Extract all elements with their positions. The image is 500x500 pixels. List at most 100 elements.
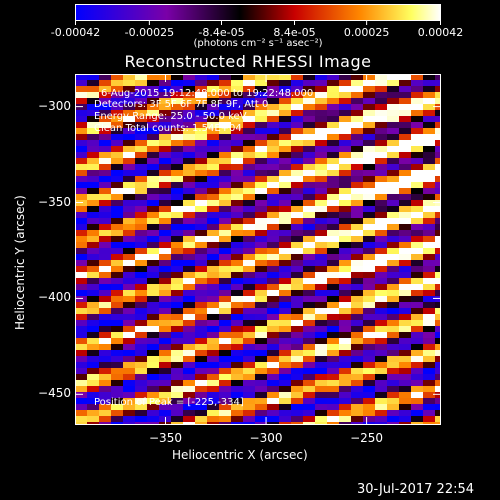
heatmap-cell <box>87 188 100 195</box>
heatmap-cell <box>387 158 400 165</box>
heatmap-cell <box>99 392 112 399</box>
heatmap-cell <box>363 242 376 249</box>
heatmap-cell <box>171 188 184 195</box>
heatmap-cell <box>291 338 304 345</box>
heatmap-cell <box>291 80 304 87</box>
heatmap-cell <box>327 242 340 249</box>
heatmap-cell <box>195 74 208 81</box>
heatmap-cell <box>423 284 436 291</box>
heatmap-cell <box>75 344 88 351</box>
heatmap-cell <box>147 134 160 141</box>
heatmap-cell <box>159 92 172 99</box>
heatmap-cell <box>183 206 196 213</box>
heatmap-cell <box>159 182 172 189</box>
heatmap-cell <box>195 80 208 87</box>
heatmap-cell <box>111 332 124 339</box>
heatmap-cell <box>375 194 388 201</box>
heatmap-cell <box>123 404 136 411</box>
heatmap-cell <box>303 278 316 285</box>
heatmap-cell <box>339 236 352 243</box>
heatmap-cell <box>75 74 88 81</box>
heatmap-cell <box>195 92 208 99</box>
heatmap-cell <box>279 380 292 387</box>
heatmap-cell <box>171 248 184 255</box>
heatmap-cell <box>303 404 316 411</box>
heatmap-cell <box>363 74 376 81</box>
heatmap-cell <box>291 422 304 425</box>
heatmap-cell <box>423 320 436 327</box>
heatmap-cell <box>99 86 112 93</box>
heatmap-cell <box>159 266 172 273</box>
heatmap-cell <box>267 320 280 327</box>
heatmap-cell <box>243 350 256 357</box>
heatmap-cell <box>195 164 208 171</box>
heatmap-cell <box>123 296 136 303</box>
heatmap-cell <box>231 104 244 111</box>
heatmap-cell <box>387 314 400 321</box>
heatmap-cell <box>147 332 160 339</box>
heatmap-cell <box>195 338 208 345</box>
heatmap-cell <box>183 158 196 165</box>
heatmap-cell <box>387 362 400 369</box>
heatmap-cell <box>351 368 364 375</box>
heatmap-cell <box>399 98 412 105</box>
heatmap-cell <box>291 242 304 249</box>
heatmap-cell <box>303 362 316 369</box>
heatmap-cell <box>363 164 376 171</box>
heatmap-cell <box>231 410 244 417</box>
heatmap-cell <box>267 308 280 315</box>
heatmap-cell <box>111 98 124 105</box>
heatmap-cell <box>219 284 232 291</box>
heatmap-cell <box>315 218 328 225</box>
heatmap-cell <box>291 350 304 357</box>
heatmap-cell <box>375 338 388 345</box>
heatmap-cell <box>303 98 316 105</box>
heatmap-cell <box>111 122 124 129</box>
heatmap-cell <box>315 308 328 315</box>
heatmap-cell <box>87 398 100 405</box>
heatmap-cell <box>243 374 256 381</box>
heatmap-cell <box>363 356 376 363</box>
heatmap-cell <box>255 224 268 231</box>
heatmap-cell <box>399 416 412 423</box>
heatmap-cell <box>87 356 100 363</box>
heatmap-cell <box>279 116 292 123</box>
heatmap-cell <box>327 212 340 219</box>
heatmap-cell <box>75 254 88 261</box>
heatmap-cell <box>399 194 412 201</box>
heatmap-cell <box>171 104 184 111</box>
heatmap-cell <box>303 116 316 123</box>
heatmap-cell <box>147 356 160 363</box>
heatmap-cell <box>315 80 328 87</box>
heatmap-cell <box>375 386 388 393</box>
heatmap-cell <box>411 326 424 333</box>
heatmap-cell <box>159 410 172 417</box>
heatmap-cell <box>135 116 148 123</box>
heatmap-cell <box>195 134 208 141</box>
heatmap-cell <box>411 392 424 399</box>
heatmap-cell <box>255 422 268 425</box>
heatmap-cell <box>171 296 184 303</box>
heatmap-cell <box>267 188 280 195</box>
heatmap-cell <box>99 254 112 261</box>
heatmap-cell <box>255 98 268 105</box>
heatmap-cell <box>351 200 364 207</box>
heatmap-cell <box>267 338 280 345</box>
heatmap-cell <box>195 116 208 123</box>
heatmap-cell <box>351 362 364 369</box>
heatmap-cell <box>315 314 328 321</box>
heatmap-cell <box>159 224 172 231</box>
heatmap-cell <box>195 218 208 225</box>
heatmap-cell <box>183 374 196 381</box>
heatmap-cell <box>111 188 124 195</box>
heatmap-cell <box>219 350 232 357</box>
heatmap-cell <box>435 386 441 393</box>
heatmap-cell <box>111 200 124 207</box>
heatmap-cell <box>243 194 256 201</box>
heatmap-cell <box>387 368 400 375</box>
heatmap-cell <box>207 368 220 375</box>
heatmap-cell <box>351 284 364 291</box>
heatmap-cell <box>327 92 340 99</box>
heatmap-cell <box>303 164 316 171</box>
heatmap-cell <box>171 140 184 147</box>
